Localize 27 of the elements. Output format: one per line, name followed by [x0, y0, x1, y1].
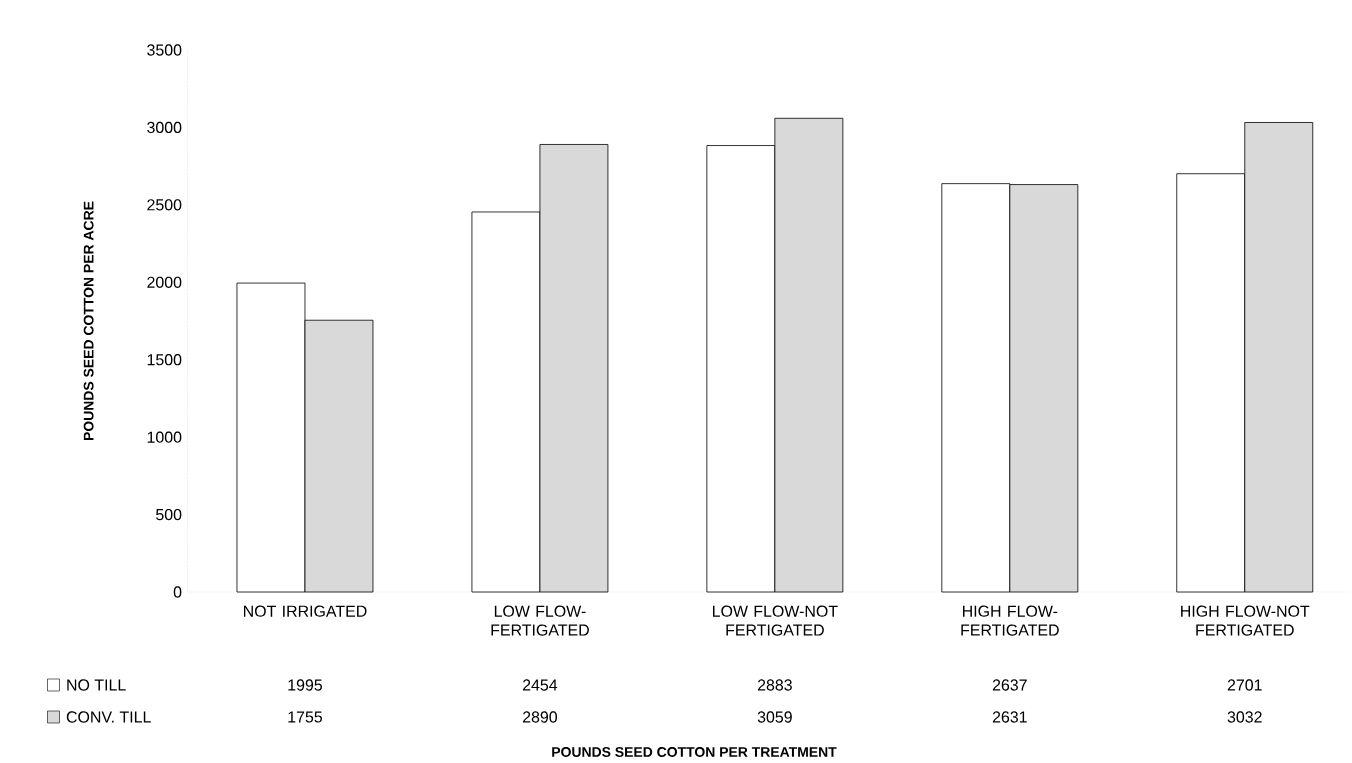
legend-label: CONV. TILL: [66, 711, 151, 723]
data-label: 2637: [992, 679, 1027, 691]
y-axis-title: POUNDS SEED COTTON PER ACRE: [83, 201, 94, 441]
x-tick-label: NOT IRRIGATED: [244, 605, 367, 617]
y-tick-label: 3000: [147, 121, 182, 134]
data-label: 2631: [992, 711, 1027, 723]
data-label: 2454: [522, 679, 558, 691]
data-label: 2890: [522, 711, 558, 723]
y-tick-label: 1000: [147, 431, 182, 443]
data-label: 2883: [757, 679, 792, 691]
x-tick-label: HIGH FLOW-FERTIGATED: [961, 605, 1059, 636]
y-tick-label: 2000: [147, 276, 182, 288]
y-tick-label: 1500: [147, 354, 182, 366]
data-label: 3032: [1227, 711, 1262, 723]
y-tick-label: 2500: [147, 199, 182, 211]
data-label: 3059: [757, 711, 792, 723]
x-tick-label: HIGH FLOW-NOT FERTIGATED: [1181, 605, 1310, 636]
x-tick-label: LOW FLOW-FERTIGATED: [491, 605, 589, 636]
y-tick-label: 0: [173, 586, 182, 598]
data-label: 2701: [1227, 679, 1262, 691]
data-label: 1755: [288, 711, 323, 723]
x-tick-label: LOW FLOW-NOT FERTIGATED: [713, 605, 838, 636]
y-tick-label: 3500: [147, 44, 182, 56]
y-tick-label: 500: [156, 508, 182, 521]
text: POUNDS SEED COTTON PER TREATMENT: [552, 747, 837, 757]
legend-label: NO TILL: [67, 679, 126, 691]
data-label: 1995: [288, 679, 323, 691]
